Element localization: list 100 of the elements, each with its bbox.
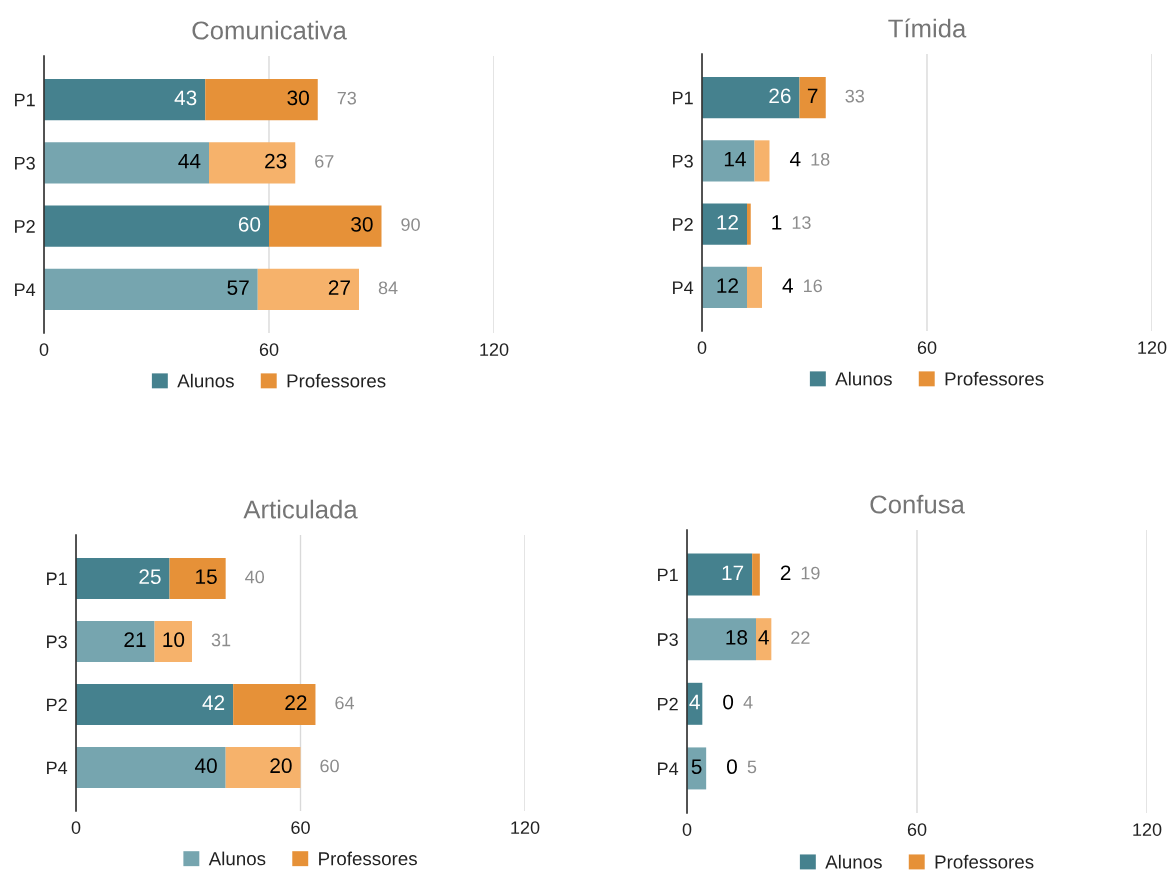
bar — [702, 140, 755, 182]
y-tick-label: P1 — [658, 568, 678, 582]
data-label: 30 — [351, 216, 373, 232]
bar — [44, 79, 206, 121]
data-label: 22 — [285, 695, 307, 710]
total-label: 13 — [792, 216, 811, 229]
bar — [76, 747, 226, 788]
chart-title: Comunicativa — [192, 20, 347, 40]
y-tick-label: P4 — [15, 283, 36, 296]
y-tick-label: P2 — [673, 218, 693, 231]
x-tick-label: 120 — [1138, 341, 1167, 354]
data-label: 5 — [691, 759, 702, 775]
data-label: 4 — [758, 630, 769, 645]
data-label: 14 — [724, 151, 746, 167]
data-label: 4 — [689, 694, 700, 710]
legend-label: Professores — [935, 854, 1034, 869]
y-tick-label: P2 — [47, 698, 67, 712]
x-tick-label: 120 — [1133, 823, 1162, 836]
bar — [205, 79, 318, 121]
total-label: 16 — [804, 279, 822, 293]
bar — [169, 558, 226, 599]
data-label: 30 — [287, 90, 309, 106]
total-label: 84 — [378, 281, 398, 295]
y-tick-label: P1 — [47, 572, 67, 586]
total-label: 90 — [401, 218, 420, 231]
data-label: 2 — [780, 565, 791, 580]
x-tick-label: 60 — [907, 823, 927, 836]
bar — [44, 205, 269, 247]
total-label: 67 — [315, 154, 334, 168]
data-label: 12 — [717, 214, 738, 230]
total-label: 5 — [747, 760, 757, 774]
y-tick-label: P3 — [47, 635, 67, 649]
chart-title: Articulada — [243, 499, 358, 519]
bar — [76, 684, 234, 725]
x-tick-label: 0 — [71, 821, 81, 834]
data-label: 4 — [789, 151, 801, 167]
total-label: 60 — [320, 759, 339, 773]
total-label: 73 — [337, 91, 357, 105]
bar — [687, 553, 753, 596]
x-tick-label: 0 — [682, 823, 692, 836]
legend-label: Alunos — [177, 373, 234, 388]
data-label: 60 — [238, 216, 261, 232]
x-tick-label: 60 — [917, 341, 937, 354]
data-label: 4 — [782, 278, 793, 293]
data-label: 21 — [124, 632, 146, 647]
bar — [752, 553, 760, 596]
data-label: 12 — [717, 278, 738, 293]
data-label: 0 — [726, 759, 737, 775]
total-label: 22 — [791, 631, 810, 644]
y-tick-label: P3 — [658, 633, 678, 646]
x-tick-label: 60 — [291, 821, 310, 834]
bar — [754, 140, 770, 182]
total-label: 19 — [801, 566, 820, 580]
legend-label: Alunos — [835, 371, 892, 386]
data-label: 1 — [772, 215, 782, 230]
data-label: 20 — [270, 758, 292, 774]
x-tick-label: 0 — [697, 341, 707, 354]
bar — [233, 684, 316, 725]
bar — [269, 205, 382, 247]
bar — [76, 621, 155, 662]
bar — [747, 266, 762, 308]
x-tick-label: 120 — [480, 343, 509, 356]
y-tick-label: P1 — [15, 93, 35, 107]
bar — [702, 77, 800, 119]
legend-label: Professores — [319, 851, 417, 866]
chart-title: Confusa — [870, 494, 965, 514]
data-label: 40 — [194, 758, 217, 774]
bar — [44, 142, 209, 184]
total-label: 33 — [845, 89, 865, 103]
data-label: 10 — [163, 632, 185, 648]
data-label: 26 — [769, 88, 791, 104]
y-tick-label: P4 — [673, 281, 694, 294]
data-label: 0 — [723, 694, 734, 710]
legend-label: Professores — [945, 371, 1044, 386]
total-label: 64 — [335, 696, 355, 710]
bar — [257, 268, 359, 310]
legend-label: Alunos — [825, 854, 882, 869]
data-label: 18 — [726, 630, 748, 645]
data-label: 17 — [722, 565, 744, 580]
bar — [702, 266, 747, 308]
y-tick-label: P3 — [15, 156, 35, 170]
data-label: 44 — [178, 153, 201, 169]
bar — [225, 747, 301, 788]
y-tick-label: P2 — [15, 220, 35, 233]
x-tick-label: 0 — [39, 343, 49, 356]
bar — [756, 618, 772, 661]
data-label: 43 — [174, 90, 197, 106]
bar — [209, 142, 296, 184]
data-label: 42 — [202, 695, 225, 710]
y-tick-label: P3 — [673, 154, 693, 168]
total-label: 40 — [245, 570, 265, 584]
bar — [76, 558, 170, 599]
data-label: 27 — [328, 280, 350, 295]
bar — [702, 203, 747, 245]
y-tick-label: P4 — [658, 762, 679, 775]
legend-label: Alunos — [208, 851, 266, 866]
bar — [799, 77, 826, 119]
bar — [44, 268, 258, 310]
y-tick-label: P2 — [658, 697, 678, 711]
y-tick-label: P1 — [673, 91, 693, 105]
